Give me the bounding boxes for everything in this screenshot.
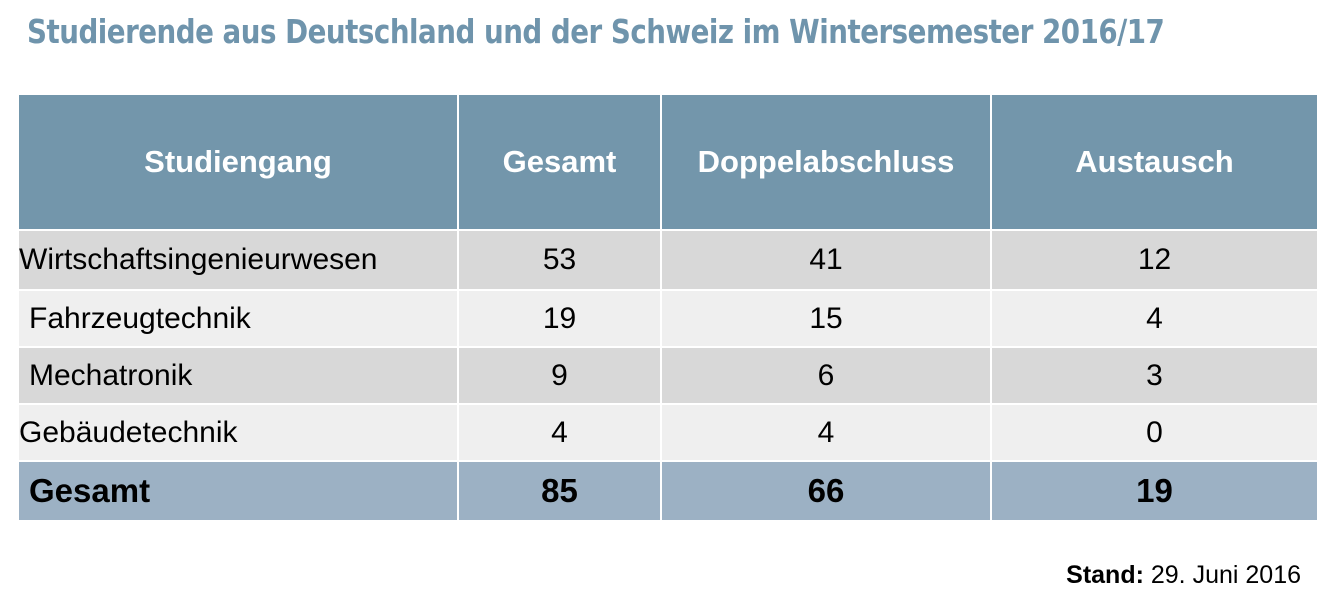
table-header-row: Studiengang Gesamt Doppelabschluss Austa… [17,93,1319,231]
cell-austausch: 4 [990,289,1319,348]
cell-doppelabschluss: 6 [660,346,992,405]
header-doppelabschluss: Doppelabschluss [660,93,992,231]
page-title: Studierende aus Deutschland und der Schw… [27,12,1165,51]
header-austausch: Austausch [990,93,1319,231]
table-row: Wirtschaftsingenieurwesen 53 41 12 [17,229,1319,291]
table-row: Fahrzeugtechnik 19 15 4 [17,289,1319,348]
header-gesamt: Gesamt [457,93,662,231]
students-table: Studiengang Gesamt Doppelabschluss Austa… [17,93,1319,522]
total-gesamt: 85 [457,460,662,522]
cell-austausch: 3 [990,346,1319,405]
table-row: Mechatronik 9 6 3 [17,346,1319,405]
total-doppelabschluss: 66 [660,460,992,522]
cell-doppelabschluss: 41 [660,229,992,291]
table-total-row: Gesamt 85 66 19 [17,460,1319,522]
cell-gesamt: 53 [457,229,662,291]
header-studiengang: Studiengang [17,93,459,231]
table-row: Gebäudetechnik 4 4 0 [17,403,1319,462]
total-label: Gesamt [17,460,459,522]
cell-gesamt: 19 [457,289,662,348]
stand-label: Stand: [1066,561,1144,589]
cell-studiengang: Wirtschaftsingenieurwesen [17,229,459,291]
cell-doppelabschluss: 15 [660,289,992,348]
cell-gesamt: 4 [457,403,662,462]
cell-studiengang: Fahrzeugtechnik [17,289,459,348]
cell-austausch: 12 [990,229,1319,291]
stand-value: 29. Juni 2016 [1150,561,1301,589]
cell-doppelabschluss: 4 [660,403,992,462]
cell-gesamt: 9 [457,346,662,405]
cell-austausch: 0 [990,403,1319,462]
cell-studiengang: Gebäudetechnik [17,403,459,462]
stand-date: Stand: 29. Juni 2016 [1066,561,1301,590]
cell-studiengang: Mechatronik [17,346,459,405]
total-austausch: 19 [990,460,1319,522]
